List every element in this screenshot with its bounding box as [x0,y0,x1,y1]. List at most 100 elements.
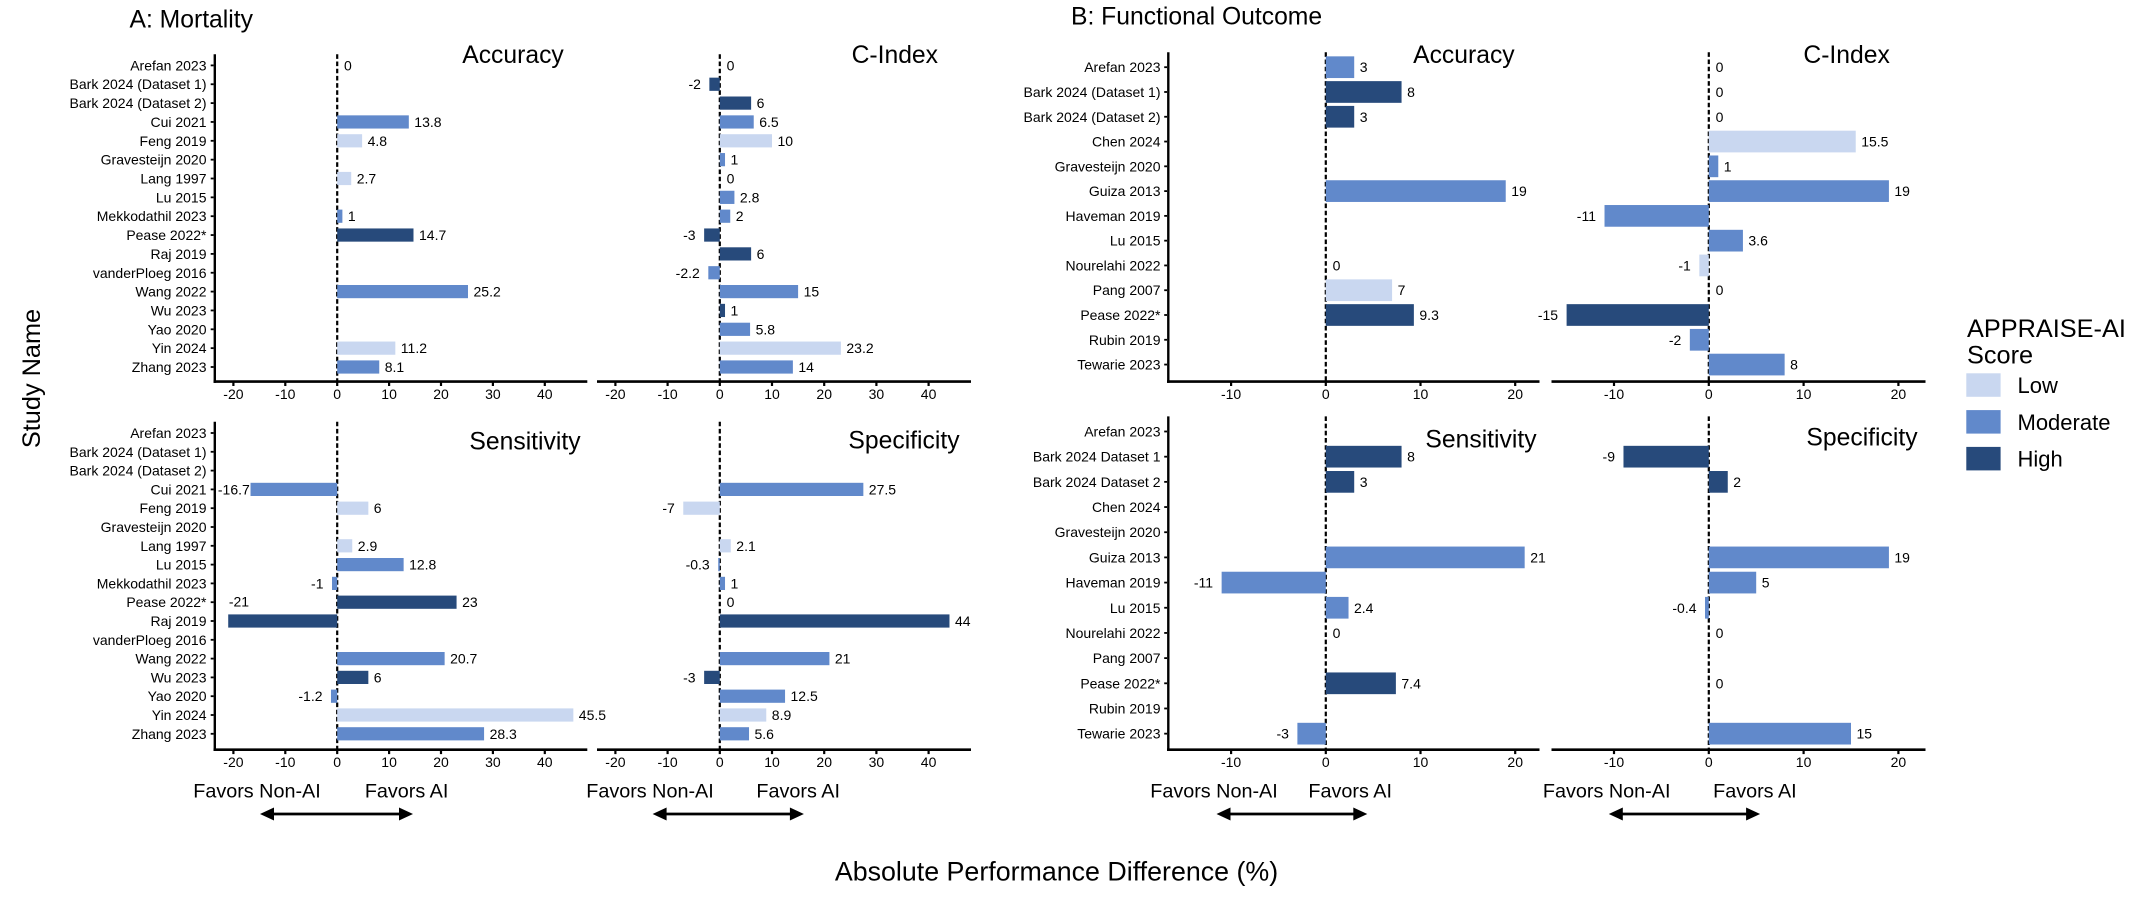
svg-text:1: 1 [731,152,739,168]
svg-text:-1: -1 [1678,257,1691,273]
svg-text:20.7: 20.7 [450,651,477,667]
svg-text:20: 20 [433,386,449,402]
svg-text:Bark 2024 (Dataset 1): Bark 2024 (Dataset 1) [1024,84,1161,100]
svg-text:-20: -20 [605,386,625,402]
svg-text:Feng 2019: Feng 2019 [140,500,207,516]
svg-text:C-Index: C-Index [1803,42,1890,69]
svg-text:2.9: 2.9 [358,538,378,554]
svg-text:Lu 2015: Lu 2015 [156,557,207,573]
svg-text:2.8: 2.8 [740,189,760,205]
svg-text:Feng 2019: Feng 2019 [140,133,207,149]
svg-text:Chen 2024: Chen 2024 [1092,499,1161,515]
svg-text:-15: -15 [1538,307,1558,323]
svg-text:20: 20 [816,386,832,402]
svg-text:Guiza 2013: Guiza 2013 [1089,183,1161,199]
svg-text:-2: -2 [1669,332,1682,348]
svg-text:-2: -2 [688,76,701,92]
svg-text:0: 0 [716,386,724,402]
svg-text:3: 3 [1360,109,1368,125]
svg-text:10: 10 [381,386,397,402]
svg-text:Mekkodathil 2023: Mekkodathil 2023 [97,208,207,224]
svg-text:13.8: 13.8 [414,114,441,130]
svg-text:1: 1 [1724,158,1732,174]
svg-text:2.1: 2.1 [736,538,756,554]
svg-text:1: 1 [731,575,739,591]
svg-text:12.5: 12.5 [791,688,818,704]
svg-text:Moderate: Moderate [2018,410,2111,435]
svg-text:Accuracy: Accuracy [462,42,564,69]
svg-text:-0.3: -0.3 [686,557,710,573]
svg-text:14.7: 14.7 [419,227,446,243]
svg-text:Yao 2020: Yao 2020 [148,688,207,704]
svg-text:Bark 2024 (Dataset 2): Bark 2024 (Dataset 2) [70,95,207,111]
svg-text:6: 6 [757,246,765,262]
svg-text:23.2: 23.2 [846,340,873,356]
svg-text:0: 0 [344,57,352,73]
svg-text:-20: -20 [223,754,243,770]
svg-text:Yin 2024: Yin 2024 [152,340,207,356]
svg-text:0: 0 [727,57,735,73]
svg-text:0: 0 [1716,84,1724,100]
svg-text:Wang 2022: Wang 2022 [135,651,206,667]
svg-text:Bark 2024 (Dataset 1): Bark 2024 (Dataset 1) [70,444,207,460]
svg-text:Gravesteijn 2020: Gravesteijn 2020 [1055,524,1161,540]
svg-text:Arefan 2023: Arefan 2023 [1084,424,1160,440]
svg-text:7: 7 [1398,282,1406,298]
svg-text:0: 0 [727,171,735,187]
svg-text:Wu 2023: Wu 2023 [151,669,207,685]
svg-text:5: 5 [1762,575,1770,591]
svg-text:Chen 2024: Chen 2024 [1092,134,1161,150]
svg-text:Pease 2022*: Pease 2022* [126,227,207,243]
svg-text:Favors AI: Favors AI [1308,781,1392,803]
svg-text:10: 10 [764,386,780,402]
svg-text:Rubin 2019: Rubin 2019 [1089,332,1161,348]
svg-text:Low: Low [2018,373,2058,398]
svg-text:0: 0 [1333,625,1341,641]
svg-text:-10: -10 [275,386,295,402]
svg-text:28.3: 28.3 [490,726,517,742]
svg-text:0: 0 [1705,386,1713,402]
svg-text:A: Mortality: A: Mortality [130,6,254,33]
svg-text:10: 10 [778,133,794,149]
svg-text:Favors Non-AI: Favors Non-AI [586,781,714,803]
svg-text:-2.2: -2.2 [676,265,700,281]
svg-text:Sensitivity: Sensitivity [1425,427,1537,454]
svg-text:Yao 2020: Yao 2020 [148,321,207,337]
svg-text:Favors AI: Favors AI [365,781,449,803]
svg-text:30: 30 [485,754,501,770]
svg-text:Mekkodathil 2023: Mekkodathil 2023 [97,575,207,591]
svg-text:20: 20 [433,754,449,770]
svg-text:-11: -11 [1577,208,1596,224]
svg-text:High: High [2018,447,2063,472]
svg-text:30: 30 [869,754,885,770]
svg-text:2.7: 2.7 [357,171,377,187]
svg-text:-0.4: -0.4 [1672,600,1696,616]
svg-text:Gravesteijn 2020: Gravesteijn 2020 [101,519,207,535]
svg-text:0: 0 [1716,282,1724,298]
svg-text:-3: -3 [683,669,696,685]
svg-text:3: 3 [1360,59,1368,75]
svg-text:Favors AI: Favors AI [1713,781,1797,803]
svg-text:0: 0 [1716,109,1724,125]
svg-text:14: 14 [798,359,814,375]
svg-text:40: 40 [921,386,937,402]
svg-text:5.8: 5.8 [756,321,776,337]
svg-text:-10: -10 [275,754,295,770]
svg-text:0: 0 [1716,625,1724,641]
svg-text:Bark 2024 Dataset 1: Bark 2024 Dataset 1 [1033,449,1161,465]
svg-text:19: 19 [1511,183,1527,199]
svg-text:-10: -10 [1604,386,1624,402]
svg-text:12.8: 12.8 [409,557,436,573]
svg-text:0: 0 [1322,386,1330,402]
svg-text:Favors Non-AI: Favors Non-AI [1150,781,1278,803]
svg-text:20: 20 [816,754,832,770]
svg-text:Arefan 2023: Arefan 2023 [130,425,206,441]
svg-text:Study Name: Study Name [18,309,46,448]
svg-text:30: 30 [485,386,501,402]
svg-text:10: 10 [381,754,397,770]
svg-text:15: 15 [1857,726,1873,742]
svg-text:-10: -10 [657,386,677,402]
svg-text:0: 0 [1333,257,1341,273]
svg-text:0: 0 [1705,754,1713,770]
svg-text:Arefan 2023: Arefan 2023 [1084,59,1160,75]
